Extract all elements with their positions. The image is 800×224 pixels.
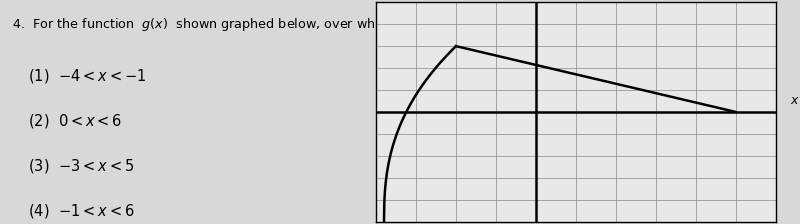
Text: 4.  For the function  $g(x)$  shown graphed below, over which of the following i: 4. For the function $g(x)$ shown graphed… <box>12 16 634 33</box>
Text: $x$: $x$ <box>790 93 800 107</box>
Text: (3)  $-3 < x < 5$: (3) $-3 < x < 5$ <box>28 157 134 175</box>
Text: (1)  $-4 < x < -1$: (1) $-4 < x < -1$ <box>28 67 146 85</box>
Text: (2)  $0 < x < 6$: (2) $0 < x < 6$ <box>28 112 122 130</box>
Text: (4)  $-1 < x < 6$: (4) $-1 < x < 6$ <box>28 202 134 220</box>
Text: $y$: $y$ <box>542 0 552 1</box>
